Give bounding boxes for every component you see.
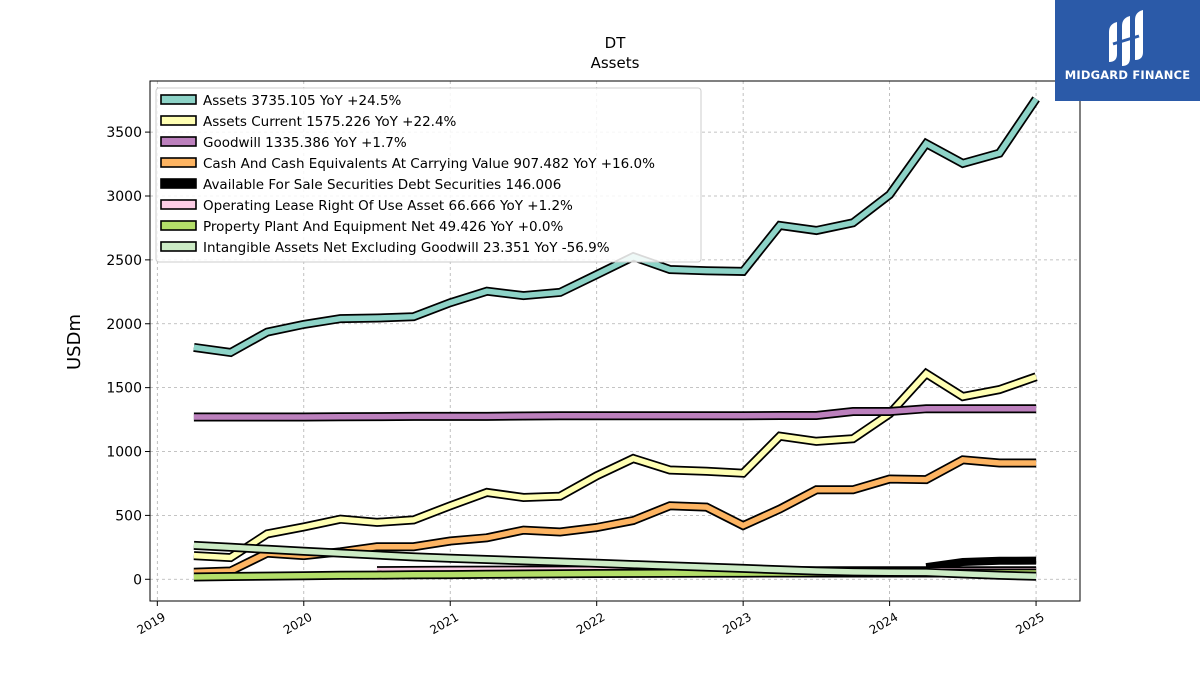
legend-swatch [160,136,197,147]
series-lines [193,96,1040,582]
series-line [193,405,1037,420]
x-tick-label: 2019 [135,610,168,637]
legend-entry: Cash And Cash Equivalents At Carrying Va… [203,156,655,172]
legend-entry: Property Plant And Equipment Net 49.426 … [203,219,563,235]
x-tick-label: 2024 [867,610,900,637]
series-line [925,558,1037,570]
series-line [193,370,1038,561]
y-tick-label: 3000 [106,189,142,205]
series-line [193,542,1037,580]
y-tick-label: 1500 [106,381,142,397]
legend-entry: Goodwill 1335.386 YoY +1.7% [203,135,407,151]
series-line [193,97,1039,356]
legend-entry: Available For Sale Securities Debt Secur… [203,177,561,193]
x-tick-label: 2020 [281,610,314,637]
legend-entry: Intangible Assets Net Excluding Goodwill… [203,240,610,256]
legend-swatch [160,94,197,105]
y-tick-label: 500 [115,508,142,524]
legend-entry: Assets 3735.105 YoY +24.5% [203,93,402,109]
legend-swatch [160,199,197,210]
y-tick-label: 0 [133,572,142,588]
legend-entry: Assets Current 1575.226 YoY +22.4% [203,114,457,130]
brand-logo: MIDGARD FINANCE [1055,0,1200,101]
chart-title: DT [605,34,627,52]
legend-swatch [160,241,197,252]
legend-swatch [160,157,197,168]
plot-frame [149,80,1081,602]
legend-swatch [160,115,197,126]
brand-name: MIDGARD FINANCE [1064,68,1191,82]
x-tick-label: 2022 [574,610,607,637]
legend-entry: Operating Lease Right Of Use Asset 66.66… [203,198,573,214]
legend-box [155,87,702,263]
y-axis-label: USDm [64,314,85,370]
axes: 0 500 1000 1500 2000 2500 3000 3500 2019 2020 2021… [106,80,1081,637]
legend: Assets 3735.105 YoY +24.5% Assets Current… [155,87,702,263]
x-tick-label: 2025 [1013,610,1046,637]
legend-swatch [160,178,197,189]
y-tick-label: 3500 [106,125,142,141]
chart-subtitle: Assets [591,54,640,72]
x-tick-label: 2023 [720,610,753,637]
y-tick-label: 2000 [106,317,142,333]
legend-swatch [160,220,197,231]
x-tick-label: 2021 [428,610,461,637]
y-tick-label: 2500 [106,253,142,269]
y-tick-label: 1000 [106,445,142,461]
midgard-logo-icon [1109,10,1143,66]
